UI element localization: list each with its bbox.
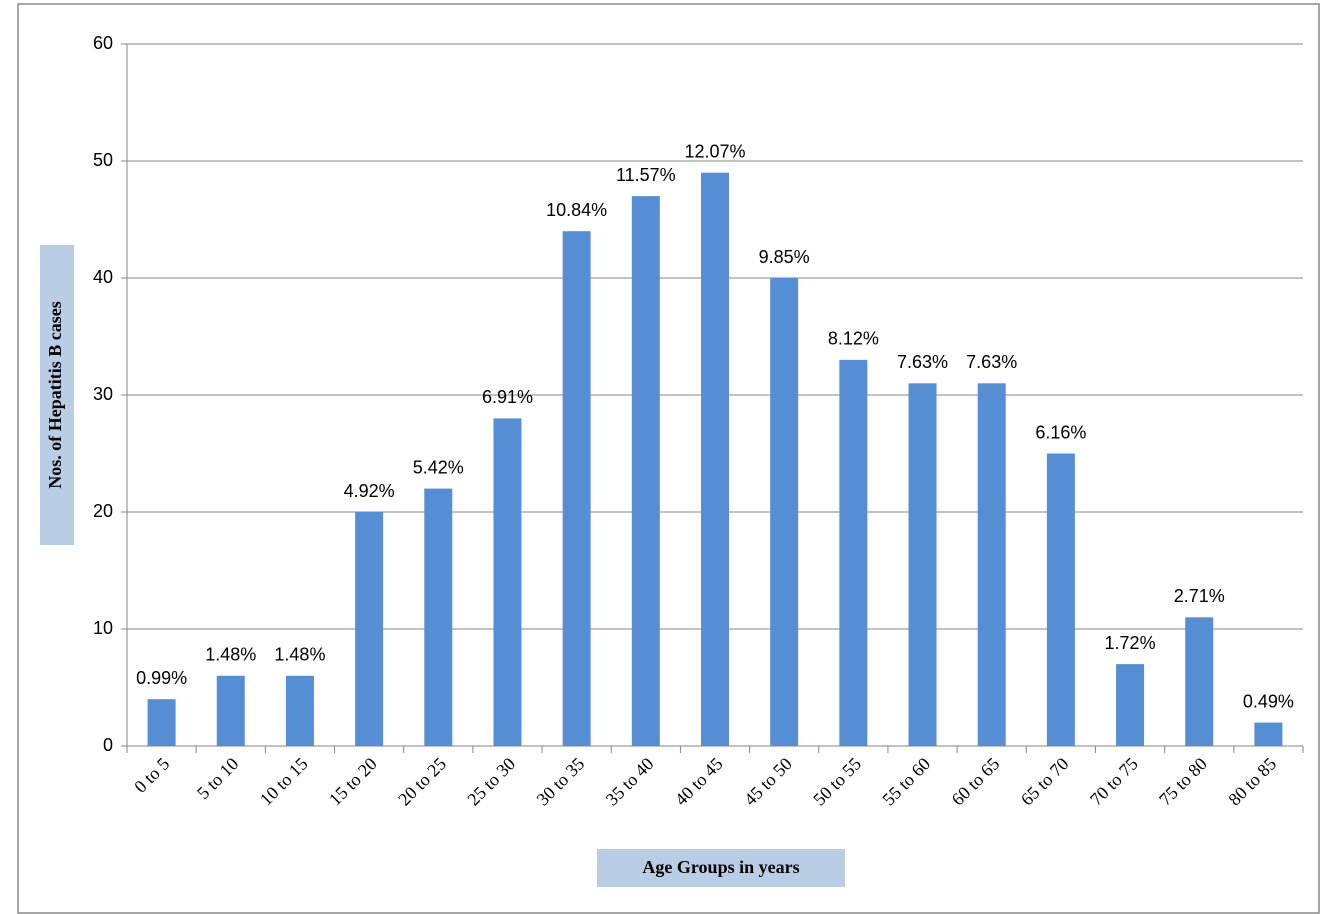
data-label: 1.48% bbox=[274, 645, 325, 665]
bar bbox=[285, 675, 314, 746]
bar bbox=[770, 278, 799, 746]
y-tick-label: 60 bbox=[93, 33, 113, 53]
y-tick-label: 50 bbox=[93, 150, 113, 170]
data-label: 10.84% bbox=[546, 200, 607, 220]
x-tick-label: 5 to 10 bbox=[193, 754, 243, 804]
bar bbox=[355, 512, 384, 746]
x-tick-label: 50 to 55 bbox=[809, 754, 865, 810]
y-tick-label: 40 bbox=[93, 267, 113, 287]
bar bbox=[1185, 617, 1214, 746]
data-label: 4.92% bbox=[344, 481, 395, 501]
y-axis-title: Nos. of Hepatitis B cases bbox=[45, 301, 65, 489]
x-tick-label: 80 to 85 bbox=[1224, 754, 1280, 810]
x-tick-label: 40 to 45 bbox=[671, 754, 727, 810]
data-label: 12.07% bbox=[684, 141, 745, 161]
y-tick-label: 20 bbox=[93, 501, 113, 521]
x-axis-title: Age Groups in years bbox=[642, 857, 799, 877]
bar bbox=[216, 675, 245, 746]
data-label: 7.63% bbox=[966, 352, 1017, 372]
x-tick-label: 45 to 50 bbox=[740, 754, 796, 810]
data-label: 7.63% bbox=[897, 352, 948, 372]
data-label: 6.91% bbox=[482, 387, 533, 407]
data-label: 0.49% bbox=[1243, 691, 1294, 711]
data-label: 5.42% bbox=[413, 457, 464, 477]
bar bbox=[1046, 453, 1075, 746]
chart-border bbox=[17, 3, 1320, 914]
y-tick-label: 10 bbox=[93, 618, 113, 638]
x-tick-label: 75 to 80 bbox=[1155, 754, 1211, 810]
data-label: 11.57% bbox=[616, 165, 676, 185]
x-tick-label: 25 to 30 bbox=[463, 754, 519, 810]
bar bbox=[562, 231, 591, 746]
x-tick-label: 15 to 20 bbox=[325, 754, 381, 810]
bar bbox=[839, 359, 868, 746]
bar bbox=[631, 196, 660, 747]
bar bbox=[908, 383, 937, 746]
x-tick-label: 70 to 75 bbox=[1086, 754, 1142, 810]
data-label: 6.16% bbox=[1035, 422, 1086, 442]
x-title-background bbox=[597, 849, 845, 887]
data-label: 2.71% bbox=[1174, 586, 1225, 606]
y-tick-label: 30 bbox=[93, 384, 113, 404]
x-tick-label: 10 to 15 bbox=[256, 754, 312, 810]
bar bbox=[424, 488, 453, 746]
bar bbox=[147, 699, 176, 746]
x-tick-label: 65 to 70 bbox=[1017, 754, 1073, 810]
bar bbox=[701, 172, 729, 746]
data-label: 8.12% bbox=[828, 329, 879, 349]
x-tick-label: 35 to 40 bbox=[602, 754, 658, 810]
y-tick-label: 0 bbox=[103, 735, 113, 755]
x-tick-label: 0 to 5 bbox=[130, 754, 173, 797]
x-tick-label: 30 to 35 bbox=[533, 754, 589, 810]
bar bbox=[1254, 722, 1283, 746]
data-label: 1.72% bbox=[1105, 633, 1156, 653]
data-label: 1.48% bbox=[205, 645, 256, 665]
bar bbox=[493, 418, 522, 746]
x-tick-label: 55 to 60 bbox=[878, 754, 934, 810]
bar bbox=[1116, 664, 1145, 746]
x-tick-label: 60 to 65 bbox=[948, 754, 1004, 810]
x-tick-label: 20 to 25 bbox=[394, 754, 450, 810]
data-label: 0.99% bbox=[136, 668, 187, 688]
data-label: 9.85% bbox=[759, 247, 810, 267]
bar bbox=[977, 383, 1006, 746]
y-title-background bbox=[40, 245, 74, 545]
